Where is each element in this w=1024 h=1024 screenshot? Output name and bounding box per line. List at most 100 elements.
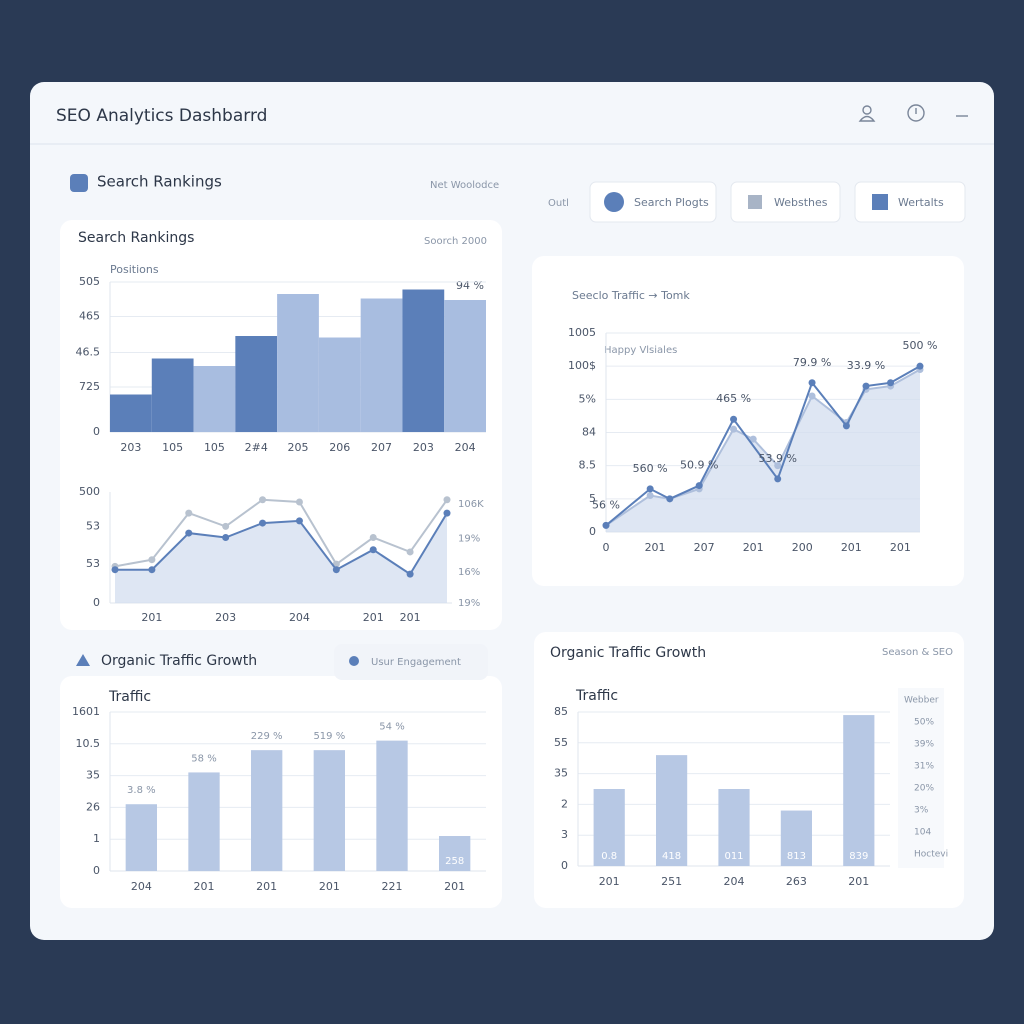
y-tick-label: 100$ [568,359,596,372]
tab-label[interactable]: Search Plogts [634,196,709,209]
y-tick-label: 505 [79,275,100,288]
point-label: 465 % [716,392,751,405]
legend-text: 39% [914,740,934,750]
legend-text: Webber [904,696,939,706]
tab[interactable] [589,181,717,223]
x-tick-label: 204 [131,880,152,893]
bar [656,755,688,866]
point [222,534,230,542]
point [695,482,703,490]
legend-text: 20% [914,784,934,794]
point [730,415,738,423]
y-tick-label: 53 [86,519,100,532]
pill-label[interactable]: Usur Engagement [371,657,461,668]
section-title: Search Rankings [97,173,222,191]
user-icon-body [858,115,876,122]
pill[interactable] [334,644,488,680]
bar [193,366,236,432]
x-tick-label: 201 [743,541,764,554]
y-tick-label: 85 [554,705,568,718]
y-tick-label: 1005 [568,326,596,339]
point [369,534,377,542]
point-label: 560 % [633,462,668,475]
bar [251,750,283,871]
x-tick-label: 201 [141,611,162,624]
bar [593,789,625,866]
x-tick-label: 2#4 [245,441,268,454]
x-tick-label: 204 [289,611,310,624]
y-tick-label: 35 [86,769,100,782]
bar [444,300,486,432]
card-title: Search Rankings [78,230,194,246]
bar-label: 229 % [251,731,283,742]
annotation: 94 % [456,279,484,292]
x-tick-label: 200 [792,541,813,554]
x-tick-label: 207 [371,441,392,454]
y-tick-label: 1 [93,832,100,845]
point [666,495,674,503]
line [115,512,448,576]
point [443,509,451,517]
pill-dot [349,656,359,666]
y-tick-label: 8.5 [579,459,597,472]
y2-tick-label: 19% [458,598,480,609]
y-tick-label: 3 [561,828,568,841]
point [730,425,738,433]
point [222,522,230,530]
legend-text: Hoctevi [914,850,948,860]
point [406,548,414,556]
bar [188,772,220,871]
x-tick-label: 206 [329,441,350,454]
bar-label: 011 [724,851,743,862]
y-tick-label: 26 [86,800,100,813]
x-tick-label: 201 [194,880,215,893]
y-tick-label: 5 [589,492,596,505]
point [295,517,303,525]
y-tick-label: 500 [79,485,100,498]
bar-label: 813 [787,851,806,862]
x-tick-label: 201 [848,875,869,888]
point-label: 53.9 % [758,452,796,465]
dashboard-title: SEO Analytics Dashbarrd [56,106,267,126]
card-title: Seeclo Traffic → Tomk [572,289,690,302]
y-tick-label: 465 [79,310,100,323]
legend-text: 31% [914,762,934,772]
card-subtitle: Season & SEO [882,647,953,658]
tab-label[interactable]: Wertalts [898,196,944,209]
y-tick-label: 2 [561,797,568,810]
user-icon[interactable] [862,105,872,115]
x-tick-label: 201 [256,880,277,893]
bar [318,337,361,432]
y-tick-label: 5% [579,392,596,405]
point [148,556,156,564]
bar [780,810,812,866]
x-tick-label: 207 [694,541,715,554]
tab-label[interactable]: Websthes [774,196,828,209]
point [332,566,340,574]
section-note: Net Woolodce [430,180,499,191]
y-axis-label: Happy Vlsiales [604,345,677,356]
point [148,566,156,574]
bar [235,336,278,432]
point [808,392,816,400]
x-tick-label: 221 [382,880,403,893]
tab-icon [872,194,888,210]
x-tick-label: 201 [400,611,421,624]
x-tick-label: 105 [204,441,225,454]
tab[interactable] [730,181,841,223]
bar-label: 258 [445,856,464,867]
point [862,382,870,390]
point [185,509,193,517]
line [114,498,448,568]
filter-label[interactable]: Outl [548,198,569,209]
y-tick-label: 35 [554,767,568,780]
point-label: 33.9 % [847,359,885,372]
header-icons [858,104,968,122]
legend-text: 104 [914,828,931,838]
info-icon[interactable] [907,104,925,122]
point [646,492,654,500]
bar [439,836,471,871]
point [774,462,782,470]
x-tick-label: 201 [645,541,666,554]
tab[interactable] [854,181,966,223]
